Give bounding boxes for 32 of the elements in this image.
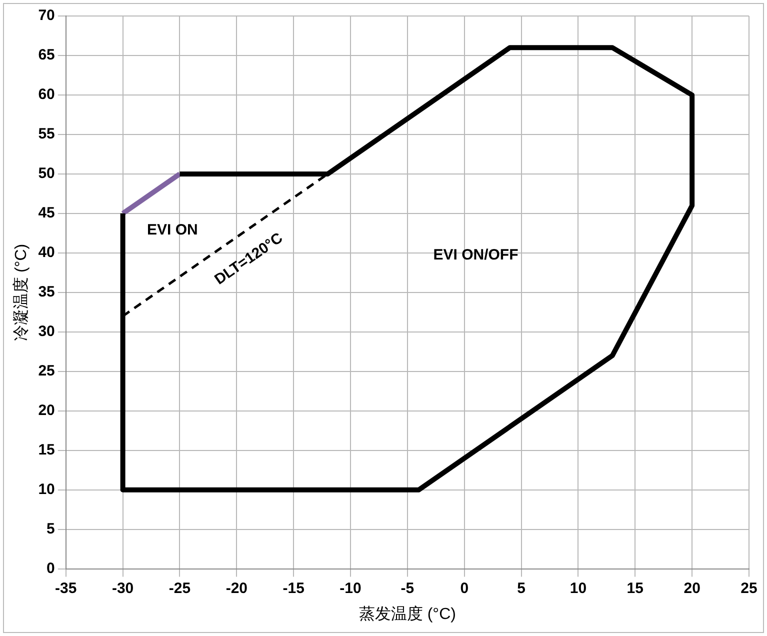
y-tick-label: 25 [38,362,55,380]
annotation: EVI ON [147,222,198,239]
x-tick-label: 15 [626,580,644,597]
annotation: EVI ON/OFF [433,246,518,264]
y-tick-label: 60 [38,86,55,104]
y-tick-label: 15 [38,441,55,458]
x-tick-label: 20 [684,580,700,597]
y-tick-label: 30 [38,323,55,340]
y-tick-label: 35 [38,284,55,301]
x-tick-label: -5 [400,580,414,597]
x-tick-label: -15 [282,580,304,597]
y-tick-label: 5 [46,520,55,538]
y-tick-label: 65 [38,46,55,64]
y-tick-label: 50 [38,165,55,182]
x-tick-label: -10 [340,580,362,597]
x-tick-label: 10 [570,580,587,597]
x-tick-label: -30 [112,580,134,597]
x-tick-label: 0 [460,580,469,597]
x-tick-label: -20 [226,580,248,597]
x-axis-title: 蒸发温度 (°C) [358,604,456,623]
x-tick-label: -35 [55,580,77,597]
y-tick-label: 70 [38,7,55,24]
y-tick-label: 55 [38,126,55,143]
y-tick-label: 10 [38,480,55,498]
y-tick-label: 20 [38,402,55,419]
y-axis-title: 冷凝温度 (°C) [12,244,30,341]
y-tick-label: 40 [38,244,55,262]
y-tick-label: 45 [38,204,55,222]
x-tick-label: -25 [168,580,191,597]
y-tick-label: 0 [46,560,55,577]
x-tick-label: 25 [740,580,758,597]
x-tick-label: 5 [517,580,526,597]
